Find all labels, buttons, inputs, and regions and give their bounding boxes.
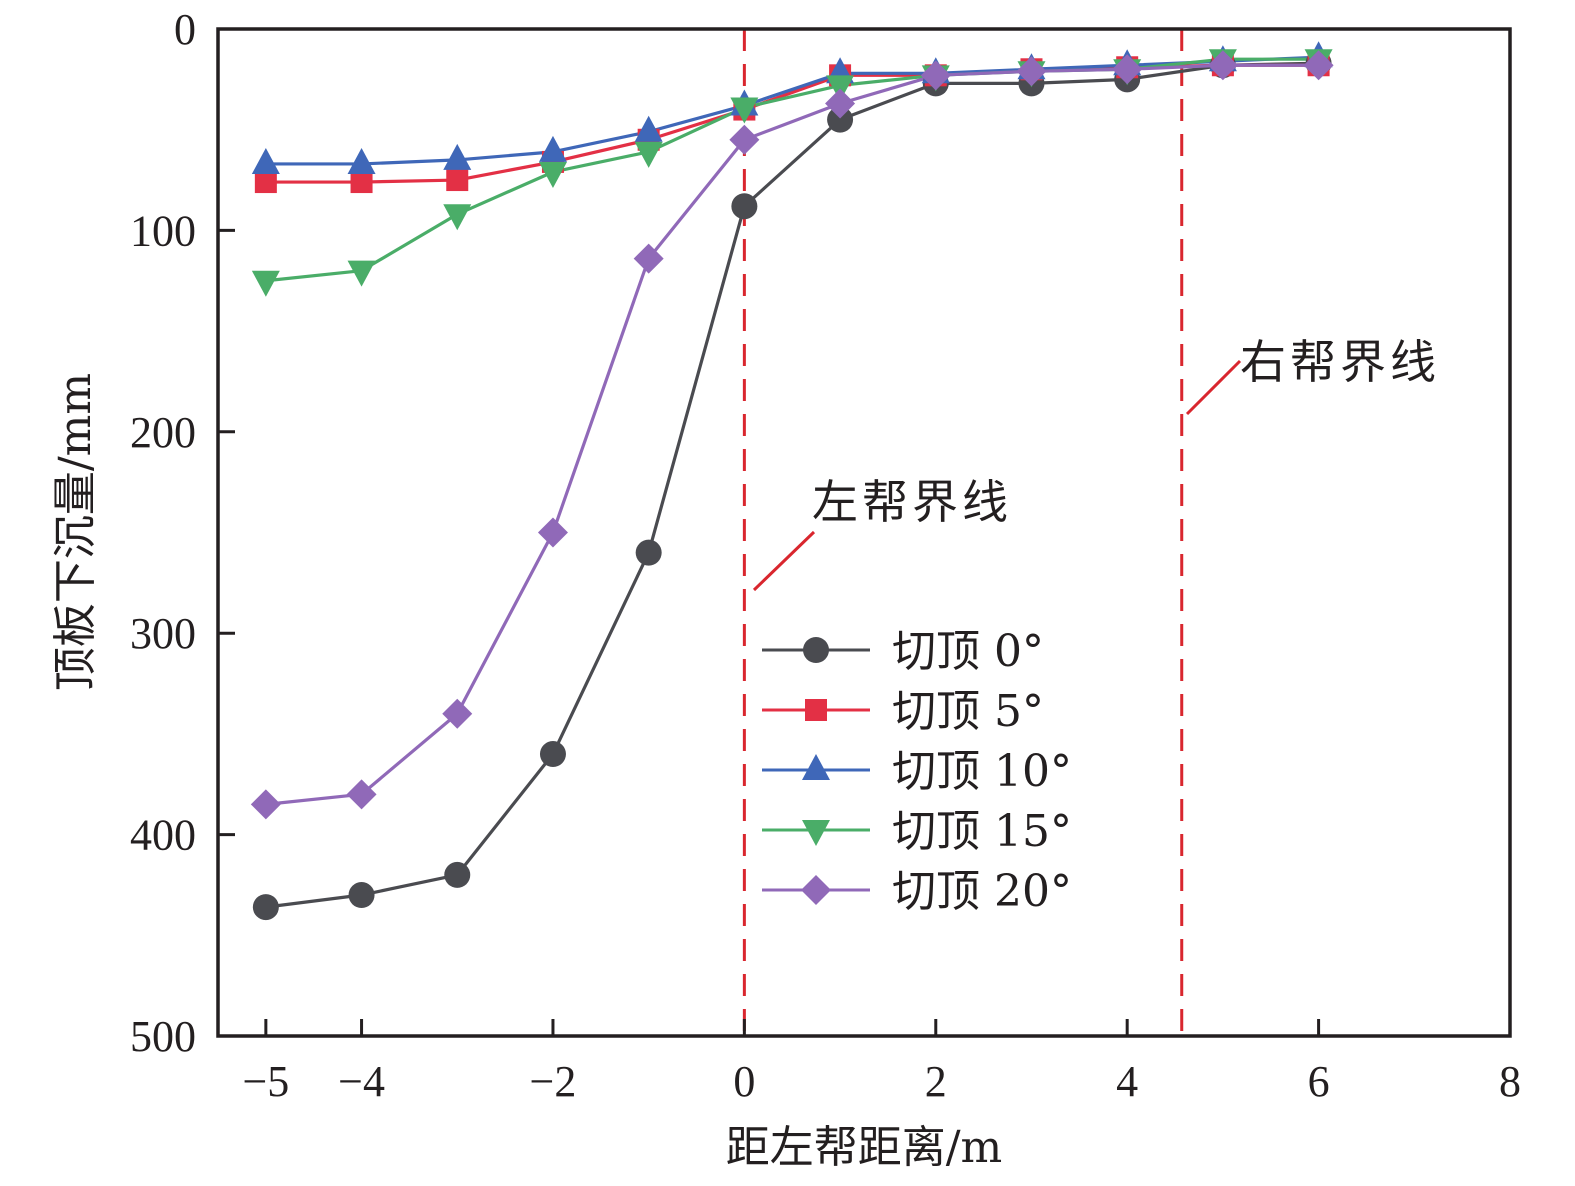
data-point [347,147,376,174]
x-tick-label: −5 [242,1057,289,1106]
data-point [920,60,951,91]
x-tick-label: 8 [1499,1057,1521,1106]
y-tick-label: 500 [130,1012,196,1061]
data-point [252,894,279,921]
series-line [265,63,1319,806]
series-line [265,61,1319,909]
series-markers-3 [251,49,1333,297]
data-point [634,115,663,142]
legend-label: 切顶 15° [892,806,1072,857]
y-tick-label: 0 [174,5,196,54]
data-point [538,161,567,188]
data-point [731,193,758,220]
x-tick-label: −2 [530,1057,577,1106]
annotations: 左帮界线 右帮界线 [752,335,1440,592]
legend-marker [801,875,831,905]
data-point [442,698,473,729]
data-point [1303,50,1334,81]
data-point [347,260,376,287]
legend-item: 切顶 0° [762,626,1044,677]
x-axis: −5 −4 −2 0 2 4 6 8 [242,1019,1521,1106]
data-point [250,789,281,820]
data-point [444,861,471,888]
series-markers-1 [254,54,1330,194]
data-point [633,243,664,274]
series-2 [265,55,1319,166]
x-tick-label: 4 [1116,1057,1138,1106]
legend-label: 切顶 10° [892,746,1072,797]
reference-lines [742,29,1184,1036]
legend-item: 切顶 10° [762,746,1072,797]
y-tick-label: 200 [130,408,196,457]
data-point [443,143,472,170]
legend: 切顶 0° 切顶 5° 切顶 10° 切顶 15° 切顶 20° [762,626,1072,917]
plot-frame [216,27,1512,1038]
left-boundary-leader [752,530,816,592]
data-point [350,171,373,194]
legend-label: 切顶 20° [892,866,1072,917]
data-point [446,169,469,192]
x-axis-title: 距左帮距离/m [726,1122,1003,1173]
y-axis-title: 顶板下沉量/mm [50,373,101,691]
legend-label: 切顶 0° [892,626,1044,677]
x-tick-label: −4 [338,1057,385,1106]
series-0 [265,61,1319,909]
y-axis: 0 100 200 300 400 500 [130,5,235,1061]
series-4 [265,63,1319,806]
y-tick-label: 100 [130,206,196,255]
data-point [348,882,375,909]
y-tick-label: 300 [130,609,196,658]
legend-item: 切顶 5° [762,686,1044,737]
legend-marker [805,699,827,721]
data-point [346,779,377,810]
legend-item: 切顶 20° [762,866,1072,917]
data-point [443,204,472,231]
series-layer [250,41,1334,921]
data-point [251,147,280,174]
data-point [1207,50,1238,81]
legend-label: 切顶 5° [892,686,1044,737]
data-point [1112,54,1143,85]
data-point [826,75,855,102]
data-point [729,124,760,155]
series-markers-2 [251,41,1333,174]
x-tick-label: 6 [1308,1057,1330,1106]
data-point [635,539,662,566]
legend-marker [802,820,830,846]
x-tick-label: 0 [733,1057,755,1106]
series-markers-4 [250,50,1334,820]
data-point [730,97,759,124]
legend-marker [802,754,830,780]
data-point [634,141,663,168]
x-tick-label: 2 [925,1057,947,1106]
legend-item: 切顶 15° [762,806,1072,857]
left-boundary-label: 左帮界线 [812,475,1012,529]
series-line [265,55,1319,166]
data-point [825,88,856,119]
data-point [539,741,566,768]
data-point [251,270,280,297]
data-point [537,517,568,548]
data-point [538,135,567,162]
legend-marker [803,637,829,663]
data-point [1016,56,1047,87]
data-point [827,106,854,133]
y-tick-label: 400 [130,811,196,860]
data-point [254,171,277,194]
right-boundary-leader [1185,359,1242,416]
right-boundary-label: 右帮界线 [1240,335,1440,389]
